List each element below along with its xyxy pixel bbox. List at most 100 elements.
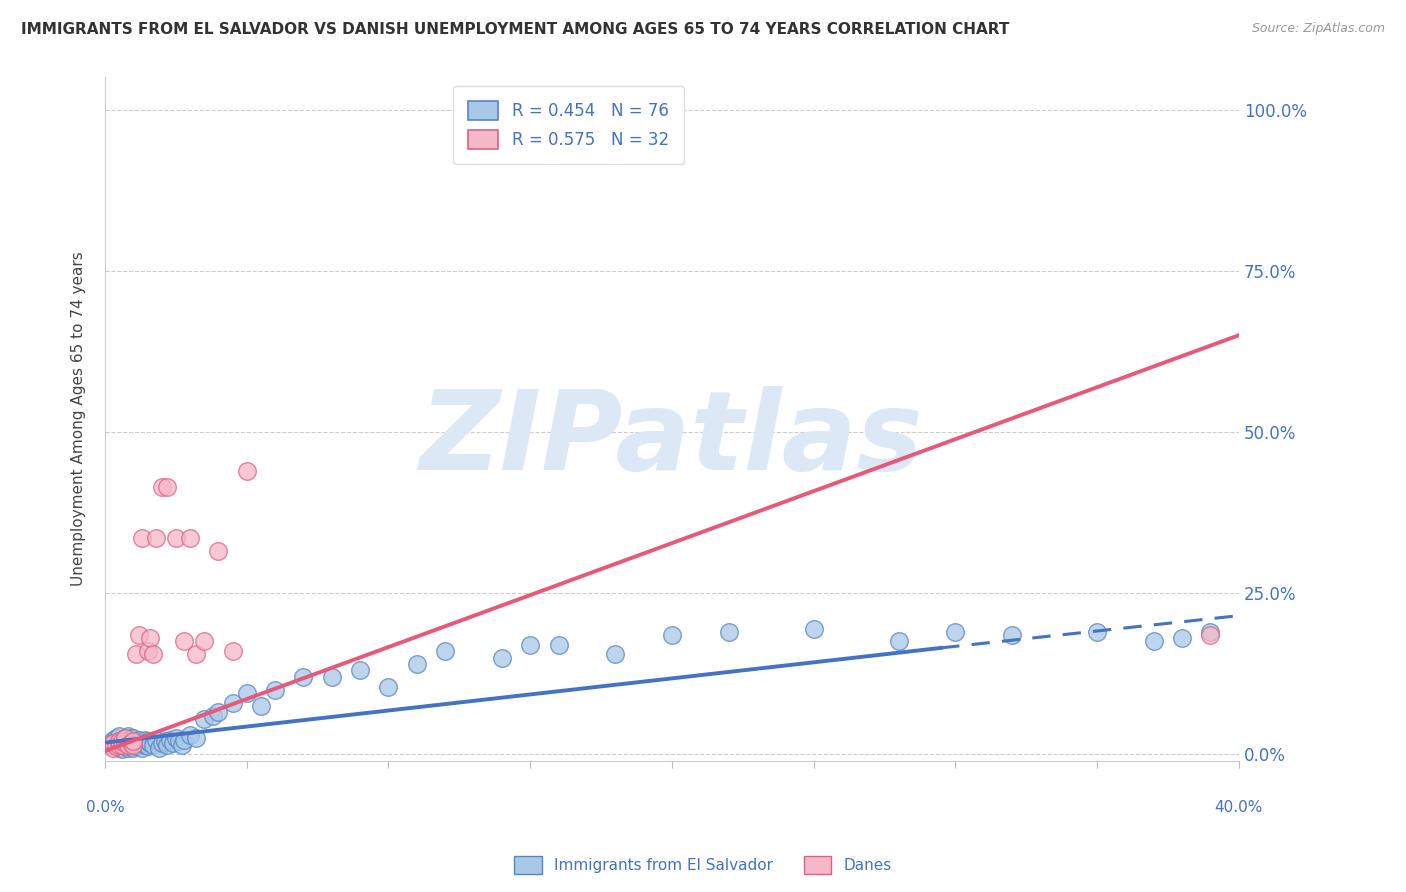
Text: IMMIGRANTS FROM EL SALVADOR VS DANISH UNEMPLOYMENT AMONG AGES 65 TO 74 YEARS COR: IMMIGRANTS FROM EL SALVADOR VS DANISH UN… (21, 22, 1010, 37)
Point (105, 731, 128, 745)
Point (136, 739, 159, 754)
Point (184, 648, 207, 662)
Point (114, 731, 136, 745)
Point (434, 644, 457, 658)
Point (264, 682, 287, 697)
Point (321, 670, 343, 684)
Point (128, 733, 150, 747)
Point (292, 670, 315, 684)
Point (111, 738, 134, 752)
Point (111, 742, 134, 756)
Point (179, 531, 201, 545)
Point (108, 738, 131, 752)
Point (145, 733, 167, 747)
Point (128, 628, 150, 642)
Point (139, 736, 162, 750)
Point (250, 698, 273, 713)
Point (120, 731, 142, 745)
Point (122, 738, 145, 752)
Point (148, 740, 170, 755)
Point (201, 708, 224, 723)
Point (111, 738, 134, 752)
Point (193, 712, 215, 726)
Point (114, 736, 136, 750)
Point (117, 734, 139, 748)
Point (235, 686, 257, 700)
Point (122, 740, 145, 755)
Point (170, 738, 193, 752)
Point (1143, 634, 1166, 648)
Text: 0.0%: 0.0% (86, 799, 124, 814)
Point (120, 736, 142, 750)
Point (193, 634, 215, 648)
Point (221, 696, 243, 710)
Point (173, 733, 195, 747)
Point (108, 740, 131, 755)
Point (405, 657, 427, 671)
Point (943, 624, 966, 639)
Point (117, 738, 139, 752)
Point (661, 628, 683, 642)
Point (887, 634, 910, 648)
Point (165, 731, 187, 745)
Point (125, 739, 148, 754)
Point (561, 103, 583, 117)
Point (108, 734, 131, 748)
Text: 40.0%: 40.0% (1215, 799, 1263, 814)
Point (105, 739, 128, 754)
Point (349, 664, 371, 678)
Point (122, 734, 145, 748)
Point (100, 738, 122, 752)
Point (173, 634, 195, 648)
Point (125, 648, 148, 662)
Point (142, 648, 165, 662)
Point (114, 736, 136, 750)
Point (131, 740, 153, 755)
Point (122, 736, 145, 750)
Text: ZIPatlas: ZIPatlas (420, 386, 924, 493)
Point (100, 736, 122, 750)
Point (117, 738, 139, 752)
Point (1199, 624, 1222, 639)
Point (114, 739, 136, 754)
Point (125, 734, 148, 748)
Point (1085, 624, 1108, 639)
Point (122, 731, 145, 745)
Point (235, 464, 257, 478)
Point (117, 729, 139, 743)
Point (519, 638, 541, 652)
Point (156, 480, 179, 494)
Point (167, 734, 190, 748)
Point (134, 738, 156, 752)
Y-axis label: Unemployment Among Ages 65 to 74 years: Unemployment Among Ages 65 to 74 years (72, 252, 86, 586)
Point (142, 738, 165, 752)
Point (605, 648, 627, 662)
Point (207, 544, 229, 558)
Point (103, 738, 125, 752)
Point (128, 738, 150, 752)
Point (153, 734, 176, 748)
Point (1001, 628, 1024, 642)
Point (131, 736, 153, 750)
Point (179, 728, 201, 742)
Point (547, 638, 569, 652)
Point (159, 733, 181, 747)
Point (114, 731, 136, 745)
Point (145, 531, 167, 545)
Point (1199, 628, 1222, 642)
Text: Source: ZipAtlas.com: Source: ZipAtlas.com (1251, 22, 1385, 36)
Point (221, 644, 243, 658)
Point (1171, 631, 1194, 645)
Point (111, 733, 134, 747)
Point (108, 729, 131, 743)
Point (103, 740, 125, 755)
Point (717, 624, 740, 639)
Point (120, 736, 142, 750)
Point (108, 734, 131, 748)
Point (162, 736, 184, 750)
Point (184, 731, 207, 745)
Point (117, 740, 139, 755)
Point (150, 480, 173, 494)
Point (105, 739, 128, 754)
Point (134, 733, 156, 747)
